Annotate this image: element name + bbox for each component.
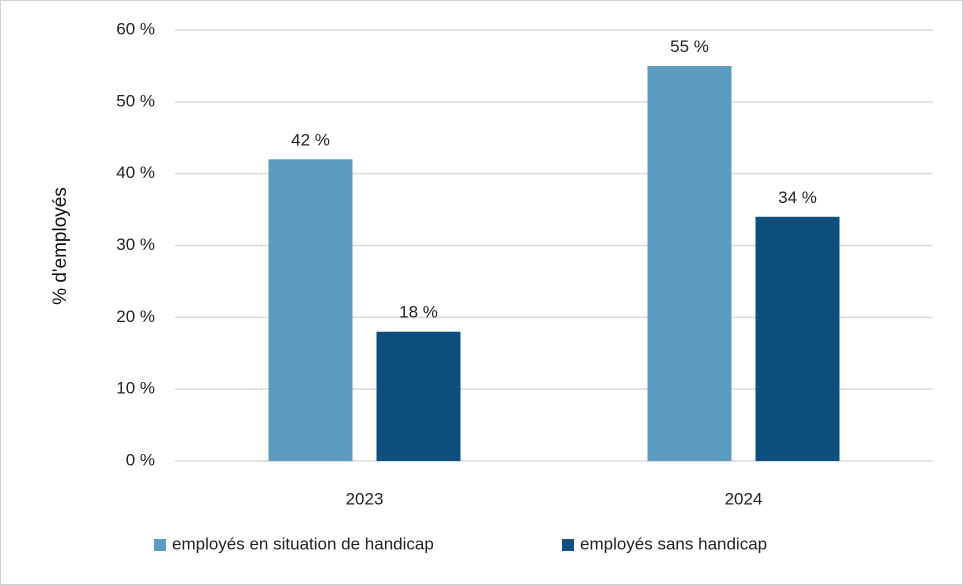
x-tick-label: 2024: [725, 489, 763, 508]
y-tick-label: 20 %: [116, 307, 155, 326]
y-tick-label: 30 %: [116, 235, 155, 254]
data-label: 42 %: [291, 130, 330, 149]
y-tick-label: 40 %: [116, 163, 155, 182]
y-axis-title: % d'employés: [50, 187, 71, 305]
legend-label: employés sans handicap: [580, 534, 767, 553]
bar: [376, 331, 461, 461]
legend-label: employés en situation de handicap: [172, 534, 434, 553]
legend-swatch: [562, 539, 574, 551]
y-tick-label: 50 %: [116, 91, 155, 110]
data-label: 55 %: [670, 37, 709, 56]
data-label: 18 %: [399, 303, 438, 322]
y-tick-label: 60 %: [116, 19, 155, 38]
x-axis-ticks: 2023 2024: [346, 489, 763, 508]
bar: [268, 159, 353, 462]
data-label: 34 %: [778, 188, 817, 207]
y-tick-label: 0 %: [126, 450, 155, 469]
y-axis-ticks: 0 % 10 % 20 % 30 % 40 % 50 % 60 %: [116, 19, 155, 469]
y-tick-label: 10 %: [116, 379, 155, 398]
x-tick-label: 2023: [346, 489, 384, 508]
legend-swatch: [154, 539, 166, 551]
bar: [755, 216, 840, 461]
bars: [268, 65, 840, 462]
bar: [647, 65, 732, 462]
legend: employés en situation de handicap employé…: [154, 534, 767, 553]
data-labels: 42 % 18 % 55 % 34 %: [291, 37, 817, 322]
